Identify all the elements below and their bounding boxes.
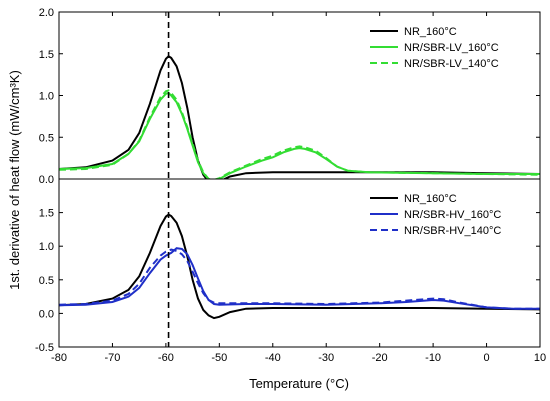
series-line-top-1 [59,91,540,179]
x-tick-label-7: -10 [425,352,441,364]
x-axis-title: Temperature (°C) [249,376,349,391]
x-tick-label-5: -30 [318,352,334,364]
y-tick-label-top-3: 1.5 [39,49,54,61]
x-tick-label-3: -50 [211,352,227,364]
y-tick-label-top-4: 2.0 [39,7,54,19]
legend-top: NR_160°C NR/SBR-LV_160°C NR/SBR-LV_140°C [370,26,499,70]
y-axis-title: 1st. derivative of heat flow (mW/cm³K) [7,70,22,290]
panel-top: 0.00.51.01.52.0NR_160°CNR/SBR-LV_160°CNR… [39,7,540,186]
y-tick-label-top-2: 1.0 [39,91,54,103]
legend-label-top-1: NR/SBR-LV_160°C [404,42,499,54]
legend-label-top-2: NR/SBR-LV_140°C [404,58,499,70]
x-tick-label-8: 0 [483,352,489,364]
x-tick-label-0: -80 [51,352,67,364]
legend-label-bottom-2: NR/SBR-HV_140°C [404,225,501,237]
series-line-top-0 [59,55,540,179]
series-line-bottom-1 [59,247,540,310]
series-line-top-2 [59,89,540,179]
legend-bottom: NR_160°C NR/SBR-HV_160°C NR/SBR-HV_140°C [370,193,501,237]
y-tick-label-bottom-4: 1.5 [39,208,54,220]
y-tick-label-bottom-0: -0.5 [35,342,54,354]
legend-label-top-0: NR_160°C [404,26,457,38]
panel-bottom: -0.50.00.51.01.5NR_160°CNR/SBR-HV_160°CN… [35,193,540,354]
x-tick-label-1: -70 [104,352,120,364]
y-tick-label-top-1: 0.5 [39,132,54,144]
series-line-bottom-0 [59,213,540,320]
x-tick-label-9: 10 [534,352,546,364]
x-tick-label-4: -40 [265,352,281,364]
y-tick-label-bottom-3: 1.0 [39,241,54,253]
y-tick-label-bottom-1: 0.0 [39,308,54,320]
y-tick-label-top-0: 0.0 [39,174,54,186]
x-axis: -80 -70 -60 -50 -40 -30 -20 -10 0 10 [51,12,546,364]
y-tick-label-bottom-2: 0.5 [39,275,54,287]
legend-label-bottom-0: NR_160°C [404,193,457,205]
x-tick-label-6: -20 [372,352,388,364]
legend-label-bottom-1: NR/SBR-HV_160°C [404,209,501,221]
x-tick-label-2: -60 [158,352,174,364]
series-line-bottom-2 [59,248,540,310]
